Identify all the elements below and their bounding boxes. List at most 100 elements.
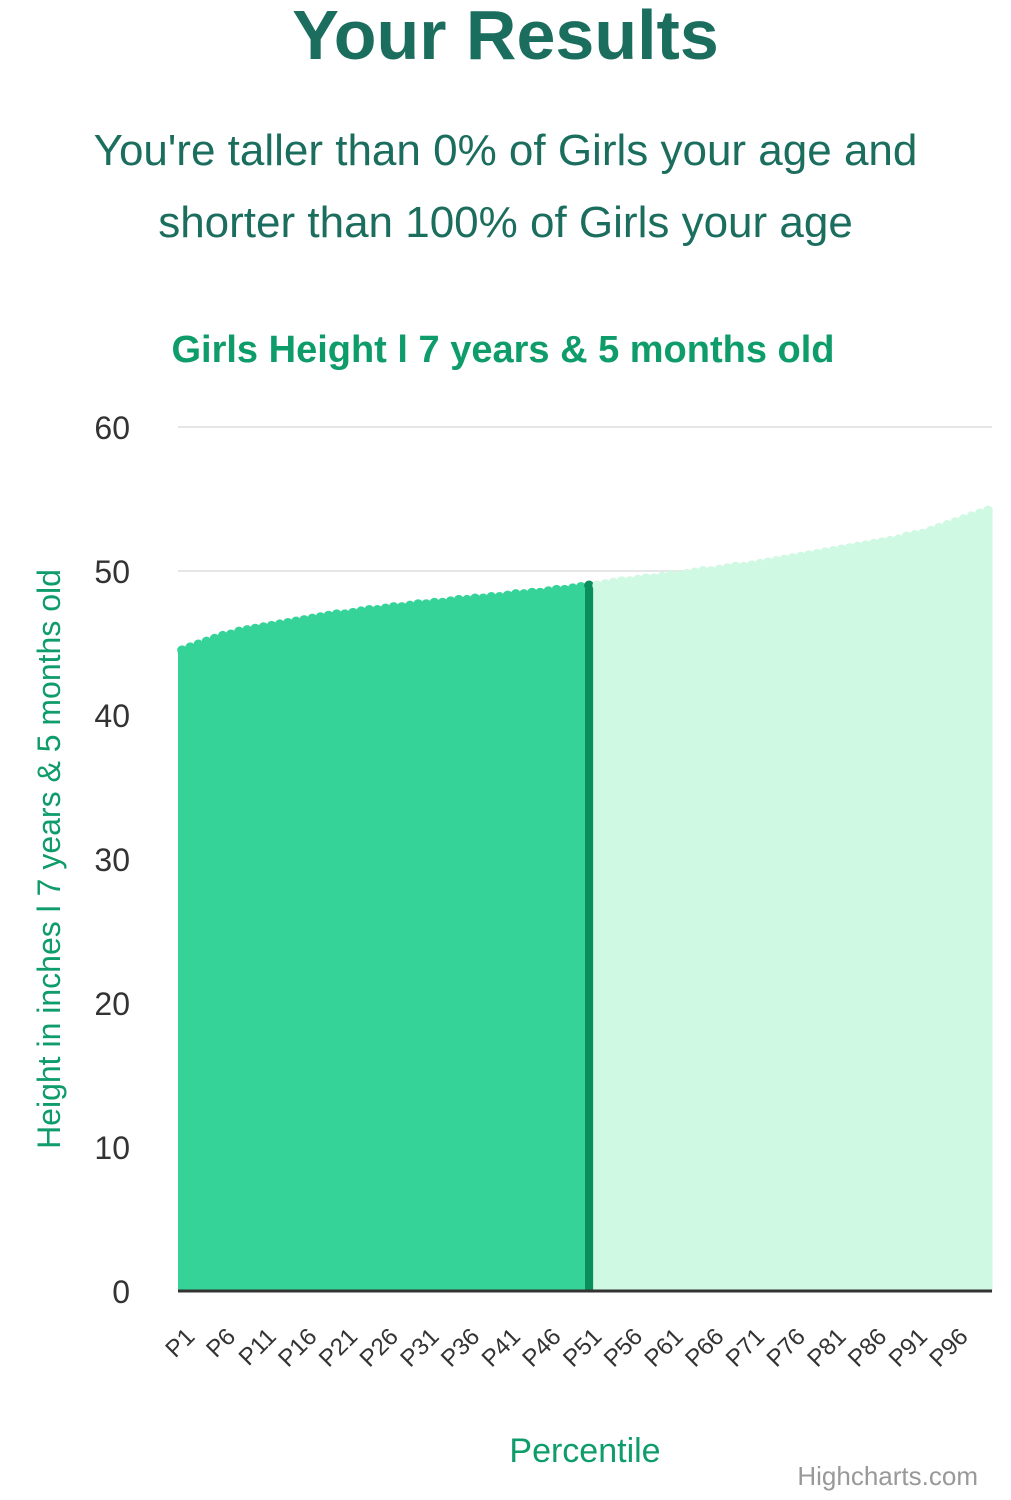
- bar[interactable]: [454, 599, 464, 1291]
- bar[interactable]: [772, 560, 781, 1291]
- bar[interactable]: [243, 630, 252, 1291]
- bar[interactable]: [918, 533, 928, 1291]
- bar[interactable]: [202, 641, 212, 1291]
- bar[interactable]: [983, 510, 993, 1291]
- bar[interactable]: [593, 585, 602, 1291]
- bar[interactable]: [617, 581, 627, 1291]
- bar[interactable]: [332, 614, 342, 1291]
- bar[interactable]: [845, 547, 855, 1291]
- bar[interactable]: [357, 611, 366, 1291]
- bar[interactable]: [910, 535, 920, 1291]
- bar[interactable]: [796, 556, 806, 1291]
- bar[interactable]: [511, 594, 521, 1291]
- bar[interactable]: [340, 614, 350, 1291]
- bar[interactable]: [690, 572, 700, 1291]
- bar[interactable]: [641, 578, 651, 1291]
- bar[interactable]: [568, 588, 578, 1291]
- bar[interactable]: [479, 598, 488, 1291]
- bar[interactable]: [528, 592, 537, 1291]
- bar[interactable]: [210, 638, 220, 1291]
- bar[interactable]: [926, 530, 936, 1291]
- bar[interactable]: [943, 524, 952, 1291]
- bar[interactable]: [715, 569, 724, 1291]
- bar[interactable]: [674, 575, 684, 1291]
- bar[interactable]: [218, 635, 228, 1291]
- bar[interactable]: [731, 566, 741, 1291]
- bar[interactable]: [324, 615, 334, 1291]
- bar[interactable]: [886, 540, 895, 1291]
- bar[interactable]: [707, 571, 716, 1291]
- bar[interactable]: [788, 558, 798, 1291]
- bar[interactable]: [747, 565, 757, 1291]
- bar[interactable]: [503, 595, 513, 1291]
- bar[interactable]: [259, 627, 269, 1291]
- bar[interactable]: [861, 545, 871, 1291]
- bar[interactable]: [178, 650, 187, 1291]
- bar[interactable]: [536, 592, 545, 1291]
- bar[interactable]: [585, 585, 594, 1291]
- bar[interactable]: [462, 599, 472, 1291]
- bar[interactable]: [804, 555, 814, 1291]
- bar[interactable]: [560, 589, 570, 1291]
- bar[interactable]: [519, 594, 529, 1291]
- bar[interactable]: [601, 583, 611, 1291]
- bar[interactable]: [381, 608, 391, 1291]
- bar[interactable]: [812, 553, 822, 1291]
- bar[interactable]: [821, 552, 830, 1291]
- bar[interactable]: [226, 634, 236, 1291]
- bar[interactable]: [446, 601, 456, 1291]
- bar[interactable]: [308, 618, 317, 1291]
- bar[interactable]: [633, 579, 643, 1291]
- bar[interactable]: [764, 562, 773, 1291]
- bar[interactable]: [837, 549, 847, 1291]
- bar[interactable]: [878, 542, 887, 1291]
- bar[interactable]: [430, 602, 440, 1291]
- bar[interactable]: [422, 604, 431, 1291]
- bar[interactable]: [552, 589, 562, 1291]
- bar[interactable]: [251, 628, 260, 1291]
- bar[interactable]: [576, 586, 586, 1291]
- bar[interactable]: [397, 607, 407, 1291]
- bar[interactable]: [658, 576, 667, 1291]
- bar[interactable]: [283, 622, 293, 1291]
- bar[interactable]: [698, 571, 708, 1291]
- bar[interactable]: [951, 522, 961, 1291]
- bar[interactable]: [487, 596, 497, 1291]
- bar[interactable]: [967, 516, 977, 1291]
- bar[interactable]: [267, 625, 277, 1291]
- bar[interactable]: [194, 644, 204, 1291]
- bar[interactable]: [365, 609, 374, 1291]
- bar[interactable]: [291, 621, 301, 1291]
- bar[interactable]: [723, 568, 733, 1291]
- bar[interactable]: [495, 596, 505, 1291]
- bar[interactable]: [869, 543, 879, 1291]
- bar[interactable]: [609, 582, 619, 1291]
- bar[interactable]: [853, 546, 863, 1291]
- bar[interactable]: [234, 631, 244, 1291]
- bar[interactable]: [389, 607, 399, 1291]
- bar[interactable]: [625, 581, 635, 1291]
- bar[interactable]: [739, 566, 749, 1291]
- bar[interactable]: [650, 578, 659, 1291]
- bar[interactable]: [682, 573, 692, 1291]
- bar[interactable]: [316, 617, 326, 1291]
- bar[interactable]: [780, 559, 790, 1291]
- bar[interactable]: [275, 624, 285, 1291]
- bar[interactable]: [544, 591, 554, 1291]
- bar[interactable]: [894, 539, 904, 1291]
- bar[interactable]: [755, 563, 765, 1291]
- bar[interactable]: [405, 605, 415, 1291]
- bar[interactable]: [414, 604, 423, 1291]
- bar[interactable]: [348, 612, 358, 1291]
- bar[interactable]: [438, 602, 448, 1291]
- highcharts-credit[interactable]: Highcharts.com: [797, 1461, 978, 1491]
- bar[interactable]: [373, 609, 383, 1291]
- bar[interactable]: [300, 619, 309, 1291]
- bar[interactable]: [829, 550, 838, 1291]
- bar[interactable]: [902, 536, 912, 1291]
- bar[interactable]: [935, 527, 944, 1291]
- bar[interactable]: [975, 513, 985, 1291]
- bar[interactable]: [186, 647, 195, 1291]
- bar[interactable]: [959, 519, 969, 1291]
- bar[interactable]: [666, 575, 676, 1291]
